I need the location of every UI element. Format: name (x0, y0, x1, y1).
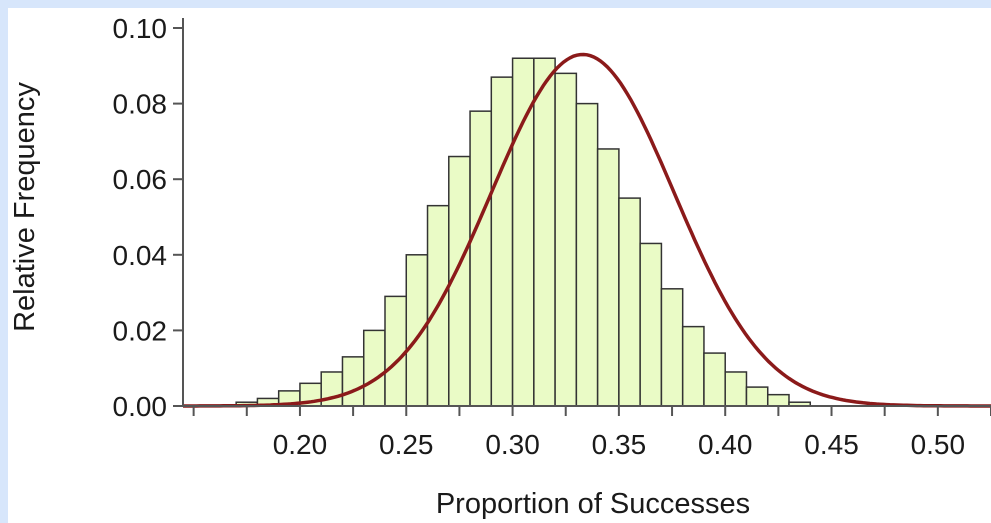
histogram-bar (660, 288, 684, 407)
histogram-bar (639, 242, 663, 407)
histogram-bar (618, 197, 641, 407)
y-tick-label: 0.06 (113, 164, 168, 195)
histogram-bar (554, 72, 578, 407)
x-tick-label: 0.40 (698, 429, 753, 460)
y-tick-label: 0.04 (113, 240, 168, 271)
histogram-bar (575, 102, 599, 407)
bars-group (235, 57, 812, 407)
histogram-bar (384, 295, 408, 407)
x-tick-label: 0.35 (592, 429, 647, 460)
histogram-bar (341, 356, 365, 407)
x-tick-label: 0.50 (911, 429, 966, 460)
y-tick-label: 0.10 (113, 13, 168, 44)
histogram-bar (469, 110, 493, 407)
histogram-bar (681, 325, 705, 407)
y-ticks-group: 0.00 0.02 0.04 0.06 0.08 0.10 (113, 13, 183, 422)
histogram-chart: 0.00 0.02 0.04 0.06 0.08 0.10 0.20 0.25 0.30 0.3… (9, 13, 991, 520)
y-tick-label: 0.02 (113, 315, 168, 346)
x-tick-label: 0.45 (804, 429, 859, 460)
histogram-bar (596, 148, 620, 407)
histogram-bar (724, 371, 748, 407)
x-tick-label: 0.30 (485, 429, 540, 460)
histogram-bar (703, 352, 726, 407)
x-ticks-group: 0.20 0.25 0.30 0.35 0.40 0.45 0.50 (192, 406, 991, 460)
histogram-bar (533, 57, 556, 407)
y-tick-label: 0.08 (113, 89, 168, 120)
y-axis-title: Relative Frequency (9, 82, 41, 332)
x-tick-label: 0.25 (379, 429, 434, 460)
y-tick-label: 0.00 (113, 391, 168, 422)
histogram-bar (745, 386, 769, 407)
x-axis-title: Proportion of Successes (436, 488, 750, 520)
x-tick-label: 0.20 (273, 429, 328, 460)
histogram-bar (490, 76, 514, 407)
histogram-bar (766, 393, 790, 407)
histogram-bar (362, 329, 386, 407)
chart-frame: 0.00 0.02 0.04 0.06 0.08 0.10 0.20 0.25 0.30 0.3… (8, 8, 991, 523)
normal-curve (183, 52, 991, 408)
